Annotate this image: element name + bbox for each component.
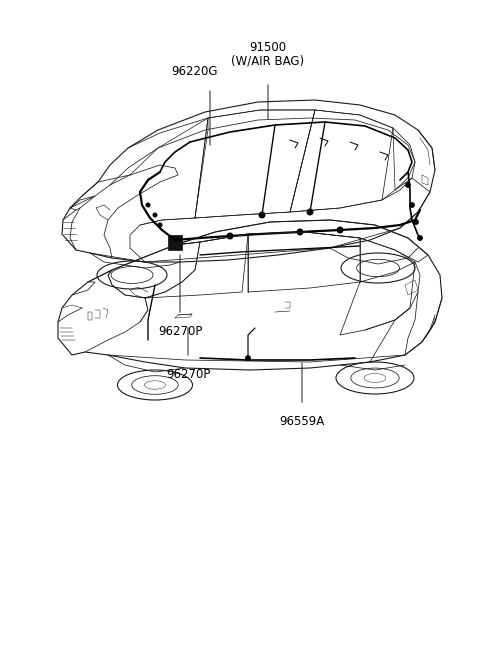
Text: 96559A: 96559A — [279, 415, 324, 428]
Circle shape — [307, 209, 313, 215]
Circle shape — [259, 212, 265, 218]
Text: 91500: 91500 — [250, 41, 287, 54]
Circle shape — [406, 183, 410, 187]
Circle shape — [410, 203, 414, 207]
Text: 96220G: 96220G — [172, 65, 218, 78]
Circle shape — [246, 356, 250, 360]
Text: (W/AIR BAG): (W/AIR BAG) — [231, 55, 305, 68]
Text: 96270P: 96270P — [158, 325, 202, 338]
Circle shape — [227, 233, 233, 239]
Circle shape — [337, 227, 343, 233]
Text: 96270P: 96270P — [166, 368, 210, 381]
Circle shape — [158, 223, 162, 227]
Circle shape — [414, 220, 418, 224]
Circle shape — [297, 229, 303, 235]
FancyBboxPatch shape — [168, 235, 182, 250]
Circle shape — [418, 236, 422, 240]
Circle shape — [153, 213, 157, 216]
Circle shape — [146, 203, 150, 207]
